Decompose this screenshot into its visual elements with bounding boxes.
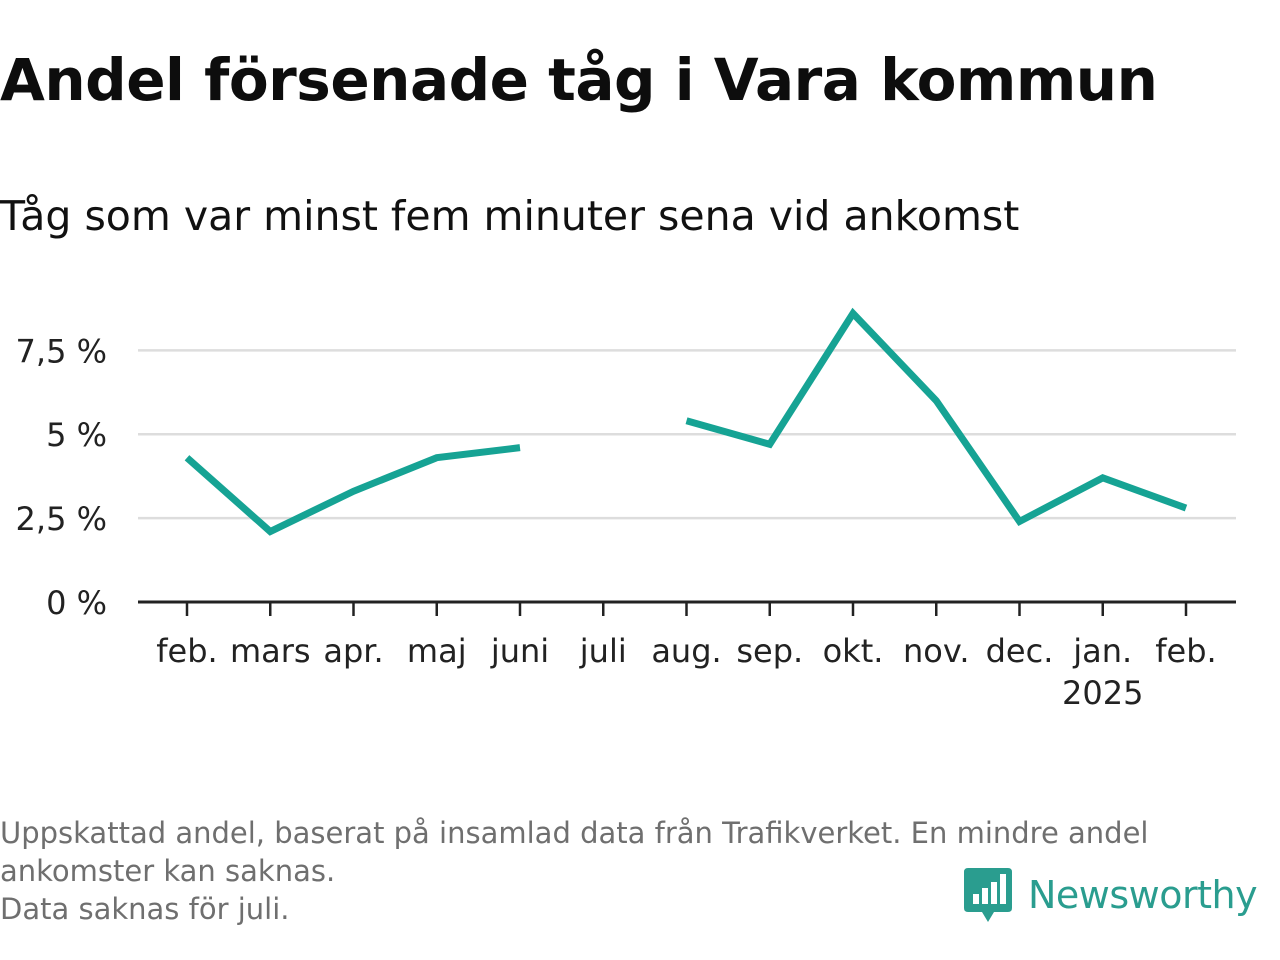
- footnote-line-1: Uppskattad andel, baserat på insamlad da…: [0, 816, 1149, 850]
- x-tick-label: apr.: [323, 632, 383, 670]
- x-tick-label: feb.: [1155, 632, 1216, 670]
- newsworthy-logo-icon: [964, 868, 1012, 922]
- x-tick-label: nov.: [903, 632, 969, 670]
- x-tick-label: okt.: [823, 632, 884, 670]
- footnote-line-3: Data saknas för juli.: [0, 892, 290, 926]
- line-chart: 0 % 2,5 % 5 % 7,5 % feb. mars apr. maj juni juli…: [16, 307, 1236, 712]
- x-tick-label: mars: [230, 632, 311, 670]
- x-tick-label: jan.: [1072, 632, 1132, 670]
- footnote: Uppskattad andel, baserat på insamlad da…: [0, 814, 1149, 928]
- x-tick-label: maj: [407, 632, 467, 670]
- grid-lines: [138, 349, 1236, 520]
- chart-subtitle: Tåg som var minst fem minuter sena vid a…: [0, 192, 1020, 240]
- x-tick-sublabel: 2025: [1062, 674, 1143, 712]
- x-tick-label: sep.: [736, 632, 803, 670]
- x-tick-label: juli: [579, 632, 627, 670]
- footnote-line-2: ankomster kan saknas.: [0, 854, 336, 888]
- x-axis-labels: feb. mars apr. maj juni juli aug. sep. okt. nov. d…: [156, 632, 1216, 712]
- y-axis-ticks: 0 % 2,5 % 5 % 7,5 %: [16, 332, 107, 622]
- y-tick-label: 5 %: [46, 416, 107, 454]
- x-tick-label: feb.: [156, 632, 217, 670]
- brand: Newsworthy: [962, 862, 1258, 928]
- series-line: [184, 444, 521, 536]
- x-tick-label: dec.: [986, 632, 1054, 670]
- x-tick-label: juni: [490, 632, 549, 670]
- chart-title: Andel försenade tåg i Vara kommun: [0, 46, 1158, 114]
- x-tick-label: aug.: [651, 632, 721, 670]
- series-lines: [184, 307, 1188, 536]
- y-tick-label: 0 %: [46, 584, 107, 622]
- y-tick-label: 7,5 %: [16, 332, 107, 370]
- series-line: [685, 307, 1188, 527]
- x-axis: [138, 600, 1236, 616]
- y-tick-label: 2,5 %: [16, 500, 107, 538]
- brand-name: Newsworthy: [1028, 873, 1258, 917]
